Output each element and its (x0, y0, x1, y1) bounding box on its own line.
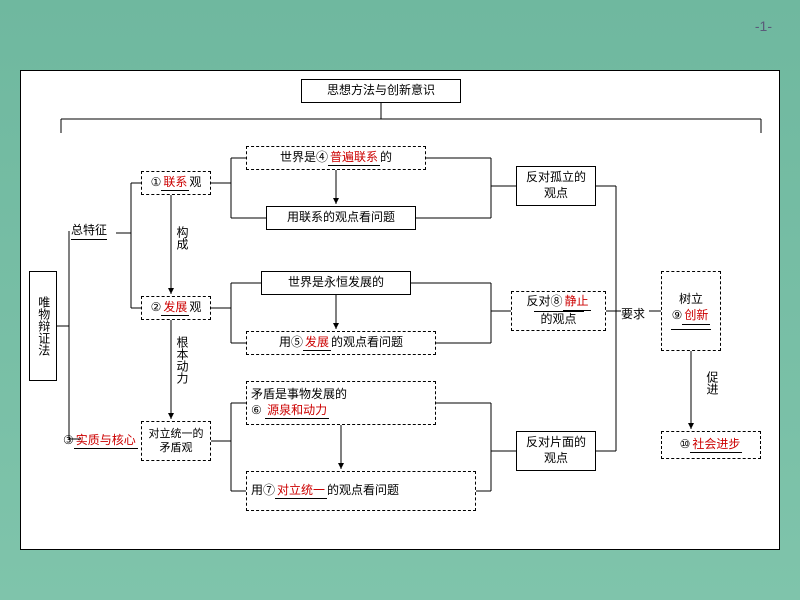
lianxi-view-box: 用联系的观点看问题 (266, 206, 416, 230)
n3-num-label: ③实质与核心 (63, 431, 138, 449)
n7-suf: 的观点看问题 (327, 483, 399, 497)
n6-num: ⑥ (251, 403, 262, 417)
n8-suf: 的观点 (534, 311, 584, 328)
n1-red: 联系 (161, 175, 189, 192)
n2-red: 发展 (161, 300, 189, 317)
n1-suf: 观 (189, 175, 201, 191)
node-6: 矛盾是事物发展的 ⑥ 源泉和动力 (246, 381, 436, 425)
n10-num: ⑩ (680, 437, 691, 453)
n1-num: ① (151, 175, 162, 191)
n5-pre: 用⑤ (279, 335, 303, 351)
genben-label: 根本动力 (174, 336, 191, 384)
n4-red: 普遍联系 (328, 150, 380, 167)
goucheng-label: 构成 (174, 226, 191, 250)
n4-suf: 的 (380, 150, 392, 166)
n3-num: ③ (63, 433, 74, 447)
node-7: 用⑦对立统一的观点看问题 (246, 471, 476, 511)
root-box: 唯物辩证法 (29, 271, 57, 381)
node-4: 世界是④普遍联系的 (246, 146, 426, 170)
n4-pre: 世界是④ (280, 150, 328, 166)
yongheng-box: 世界是永恒发展的 (261, 271, 411, 295)
shizhi-red: 实质与核心 (74, 431, 138, 449)
node-1: ①联系观 (141, 171, 211, 195)
title-text: 思想方法与创新意识 (327, 83, 435, 99)
yaoqiu-label: 要求 (621, 305, 645, 322)
node-10: ⑩社会进步 (661, 431, 761, 459)
n6-red: 源泉和动力 (265, 403, 329, 420)
n5-red: 发展 (303, 335, 331, 352)
zongtezheng-text: 总特征 (71, 223, 107, 237)
shuli-text: 树立 (679, 292, 703, 308)
node-2: ②发展观 (141, 296, 211, 320)
fan-pianmian-text: 反对片面的观点 (521, 435, 591, 466)
n9-num: ⑨ (672, 308, 683, 322)
n5-suf: 的观点看问题 (331, 335, 403, 351)
node-9: 树立 ⑨创新 (661, 271, 721, 351)
n3-text: 对立统一的矛盾观 (146, 427, 206, 456)
yongheng-text: 世界是永恒发展的 (288, 275, 384, 291)
zongtezheng-label: 总特征 (71, 221, 107, 240)
node-3: 对立统一的矛盾观 (141, 421, 211, 461)
page-number: -1- (755, 18, 772, 34)
fan-guli-box: 反对孤立的观点 (516, 166, 596, 206)
root-text: 唯物辩证法 (35, 296, 51, 356)
n8-pre: 反对⑧ (526, 294, 562, 308)
n2-num: ② (151, 300, 162, 316)
cujin-label: 促进 (704, 371, 721, 395)
concept-diagram: 思想方法与创新意识 唯物辩证法 总特征 ①联系观 ②发展观 ③实质与核心 对立统… (20, 70, 780, 550)
n7-pre: 用⑦ (251, 483, 275, 497)
n6-pre: 矛盾是事物发展的 (251, 387, 347, 403)
title-box: 思想方法与创新意识 (301, 79, 461, 103)
fan-pianmian-box: 反对片面的观点 (516, 431, 596, 471)
lianxi-view-text: 用联系的观点看问题 (287, 210, 395, 226)
n9-red: 创新 (682, 308, 710, 325)
n8-red: 静止 (563, 294, 591, 311)
fan-guli-text: 反对孤立的观点 (521, 170, 591, 201)
n10-red: 社会进步 (690, 437, 742, 454)
node-5: 用⑤发展的观点看问题 (246, 331, 436, 355)
n7-red: 对立统一 (275, 483, 327, 500)
node-8: 反对⑧静止 的观点 (511, 291, 606, 331)
n2-suf: 观 (189, 300, 201, 316)
